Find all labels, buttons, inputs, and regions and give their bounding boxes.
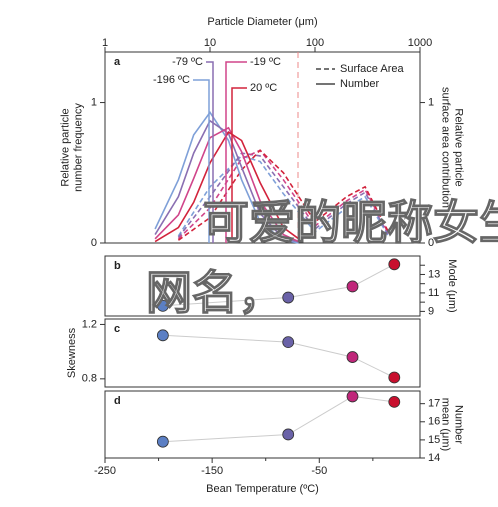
trend-line: [162, 334, 395, 378]
x-tick-label: -50: [311, 465, 327, 477]
x-tick-label: 1: [102, 37, 108, 49]
y2-tick-label: 0: [428, 237, 434, 249]
y-tick-label: 1: [91, 96, 97, 108]
panel-frame: [104, 390, 421, 459]
trend-line: [162, 263, 395, 307]
distribution-line: [154, 130, 300, 243]
axis-title: Particle Diameter (μm): [207, 16, 317, 28]
point: [156, 299, 169, 312]
distribution-line: [177, 154, 390, 237]
point: [388, 258, 401, 271]
panel-label: d: [114, 395, 121, 407]
y-tick-label: 15: [428, 434, 440, 446]
temperature-label: -19 ºC: [250, 56, 281, 68]
label-connector: [225, 61, 247, 243]
distribution-line: [154, 126, 300, 243]
x-tick-label: 100: [306, 37, 324, 49]
axis-title: Bean Temperature (ºC): [206, 483, 319, 495]
point: [346, 351, 359, 363]
label-connector: [193, 79, 210, 243]
y-tick-label: 17: [428, 398, 440, 410]
axis-title: Relative particle: [59, 108, 71, 186]
y-tick-label: 11: [428, 287, 439, 299]
panel-frame: [104, 51, 421, 244]
y2-tick-label: 1: [428, 96, 434, 108]
y-tick-label: 16: [428, 416, 440, 428]
panel-label: a: [114, 56, 121, 68]
temperature-label: 20 ºC: [250, 82, 277, 94]
x-tick-label: 10: [204, 37, 216, 49]
overlay-text: 网名，: [146, 266, 284, 320]
axis-title: Number: [453, 405, 465, 444]
distribution-line: [154, 110, 299, 244]
overlay-text: 可爱的昵称女生: [203, 196, 498, 250]
y-tick-label: 14: [428, 452, 440, 464]
point: [156, 435, 169, 448]
axis-title: number frequency: [72, 103, 84, 192]
axis-title: Mode (μm): [446, 259, 458, 312]
point: [346, 280, 359, 293]
point: [388, 371, 401, 384]
temperature-label: -196 ºC: [153, 74, 190, 86]
point: [156, 329, 169, 342]
point: [388, 395, 401, 408]
temperature-label: -79 ºC: [172, 56, 203, 68]
distribution-line: [177, 149, 390, 241]
label-connector: [231, 87, 247, 243]
panel-frame: [104, 255, 421, 317]
axis-title: surface area contribution: [440, 87, 452, 208]
x-tick-label: -150: [201, 465, 223, 477]
panel-label: c: [114, 323, 120, 335]
y-tick-label: 1.2: [82, 318, 97, 330]
axis-title: Relative particle: [453, 108, 465, 186]
point: [346, 390, 359, 403]
trend-line: [162, 395, 395, 443]
panel-frame: [104, 318, 421, 388]
axis-title: Skewness: [66, 327, 78, 378]
axis-title: mean (μm): [440, 398, 452, 451]
distribution-line: [177, 149, 390, 240]
distribution-line: [177, 152, 390, 238]
y-tick-label: 9: [428, 305, 434, 317]
x-tick-label: 1000: [408, 37, 432, 49]
point: [282, 428, 295, 441]
point: [282, 336, 295, 349]
y-tick-label: 0.8: [82, 373, 97, 385]
y-tick-label: 13: [428, 268, 440, 280]
label-connector: [206, 61, 214, 243]
y-tick-label: 0: [91, 237, 97, 249]
legend-label: Surface Area: [340, 63, 404, 75]
x-tick-label: -250: [94, 465, 116, 477]
legend-label: Number: [340, 78, 379, 90]
point: [282, 291, 295, 304]
panel-label: b: [114, 260, 121, 272]
